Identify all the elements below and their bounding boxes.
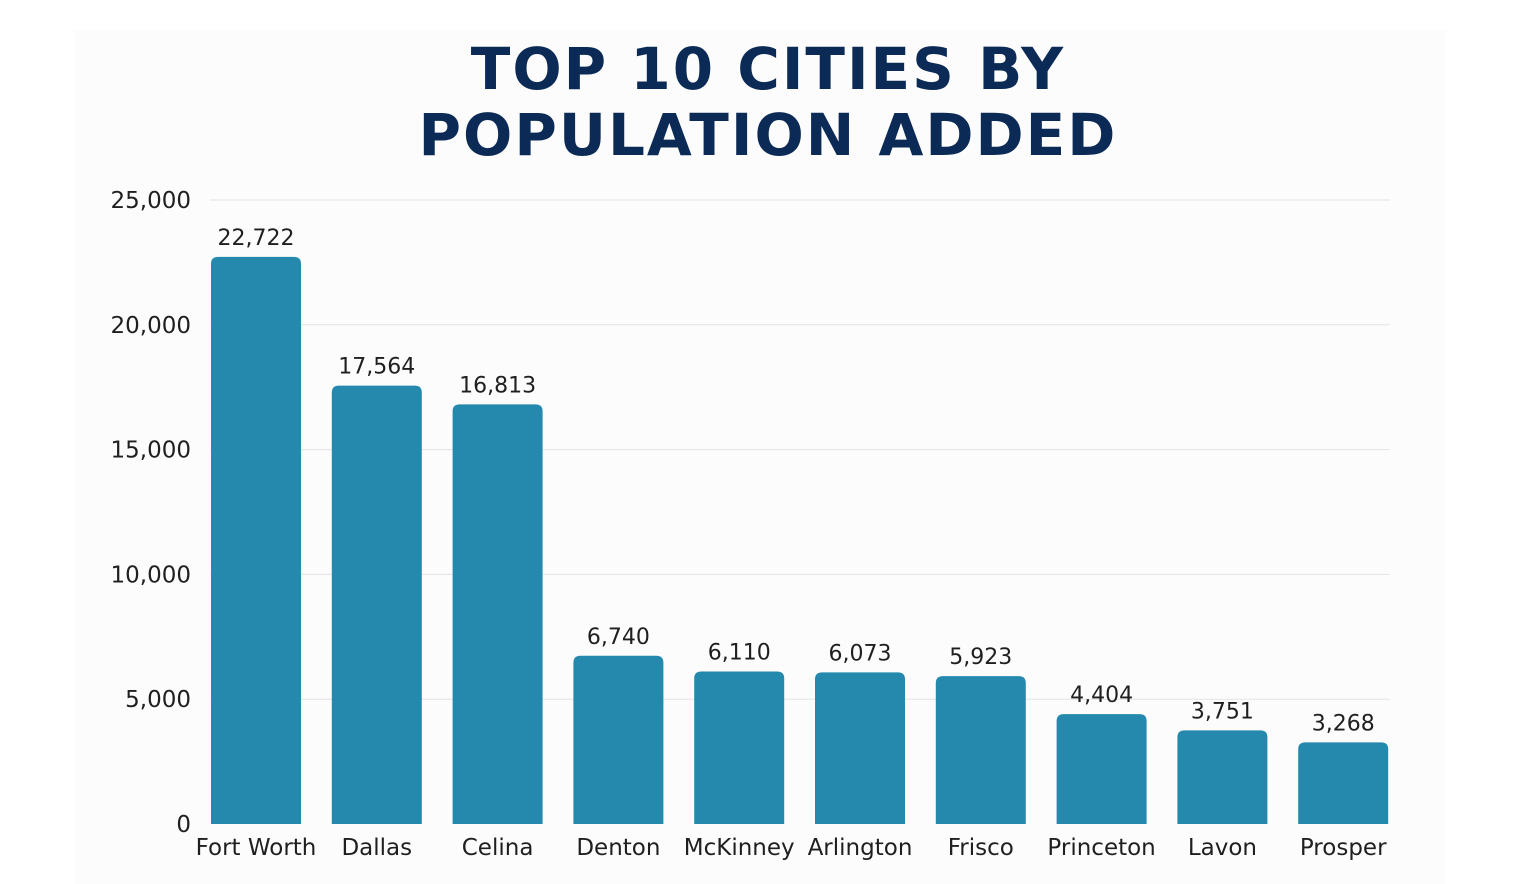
x-tick-label: Arlington [808,835,913,861]
y-tick-label: 0 [176,812,191,838]
data-label: 17,564 [338,355,415,380]
bar-frisco [935,676,1026,824]
x-tick-label: Princeton [1047,835,1155,861]
bar-arlington [815,672,905,824]
data-label: 22,722 [218,226,295,251]
chart-title-line-2: POPULATION ADDED [418,101,1118,169]
x-tick-label: Fort Worth [196,835,317,861]
bar-prosper [1298,742,1389,824]
data-label: 16,813 [459,373,536,398]
y-tick-label: 25,000 [111,188,191,214]
bars [211,256,1389,824]
y-tick-label: 15,000 [111,438,191,464]
data-labels: 22,722 17,564 16,813 6,740 6,110 6,073 5,923 4,… [218,226,1375,737]
y-axis-ticks: 0 5,000 10,000 15,000 20,000 25,000 [111,188,191,838]
bar-celina [452,404,543,824]
y-tick-label: 20,000 [111,313,191,339]
x-tick-label: Prosper [1300,835,1387,861]
x-tick-label: Denton [576,835,660,861]
x-tick-label: Frisco [948,835,1014,861]
bar-lavon [1177,730,1268,824]
bar-denton [573,655,664,824]
x-tick-label: McKinney [684,835,795,861]
bar-dallas [331,385,422,824]
data-label: 3,268 [1312,711,1375,736]
data-label: 5,923 [949,645,1012,670]
x-axis-ticks: Fort Worth Dallas Celina Denton McKinney Arli… [196,835,1387,861]
data-label: 6,110 [708,640,771,665]
bar-princeton [1056,714,1147,824]
bar-mckinney [694,671,785,824]
data-label: 6,073 [829,641,892,666]
data-label: 4,404 [1070,683,1133,708]
x-tick-label: Celina [462,835,534,861]
chart-title: TOP 10 CITIES BY POPULATION ADDED [0,36,1536,168]
bar-fort-worth [211,256,301,824]
chart-title-line-1: TOP 10 CITIES BY [470,35,1066,103]
y-tick-label: 5,000 [125,687,191,713]
data-label: 6,740 [587,625,650,650]
x-tick-label: Lavon [1188,835,1257,861]
data-label: 3,751 [1191,699,1254,724]
y-tick-label: 10,000 [111,562,191,588]
x-tick-label: Dallas [341,835,412,861]
